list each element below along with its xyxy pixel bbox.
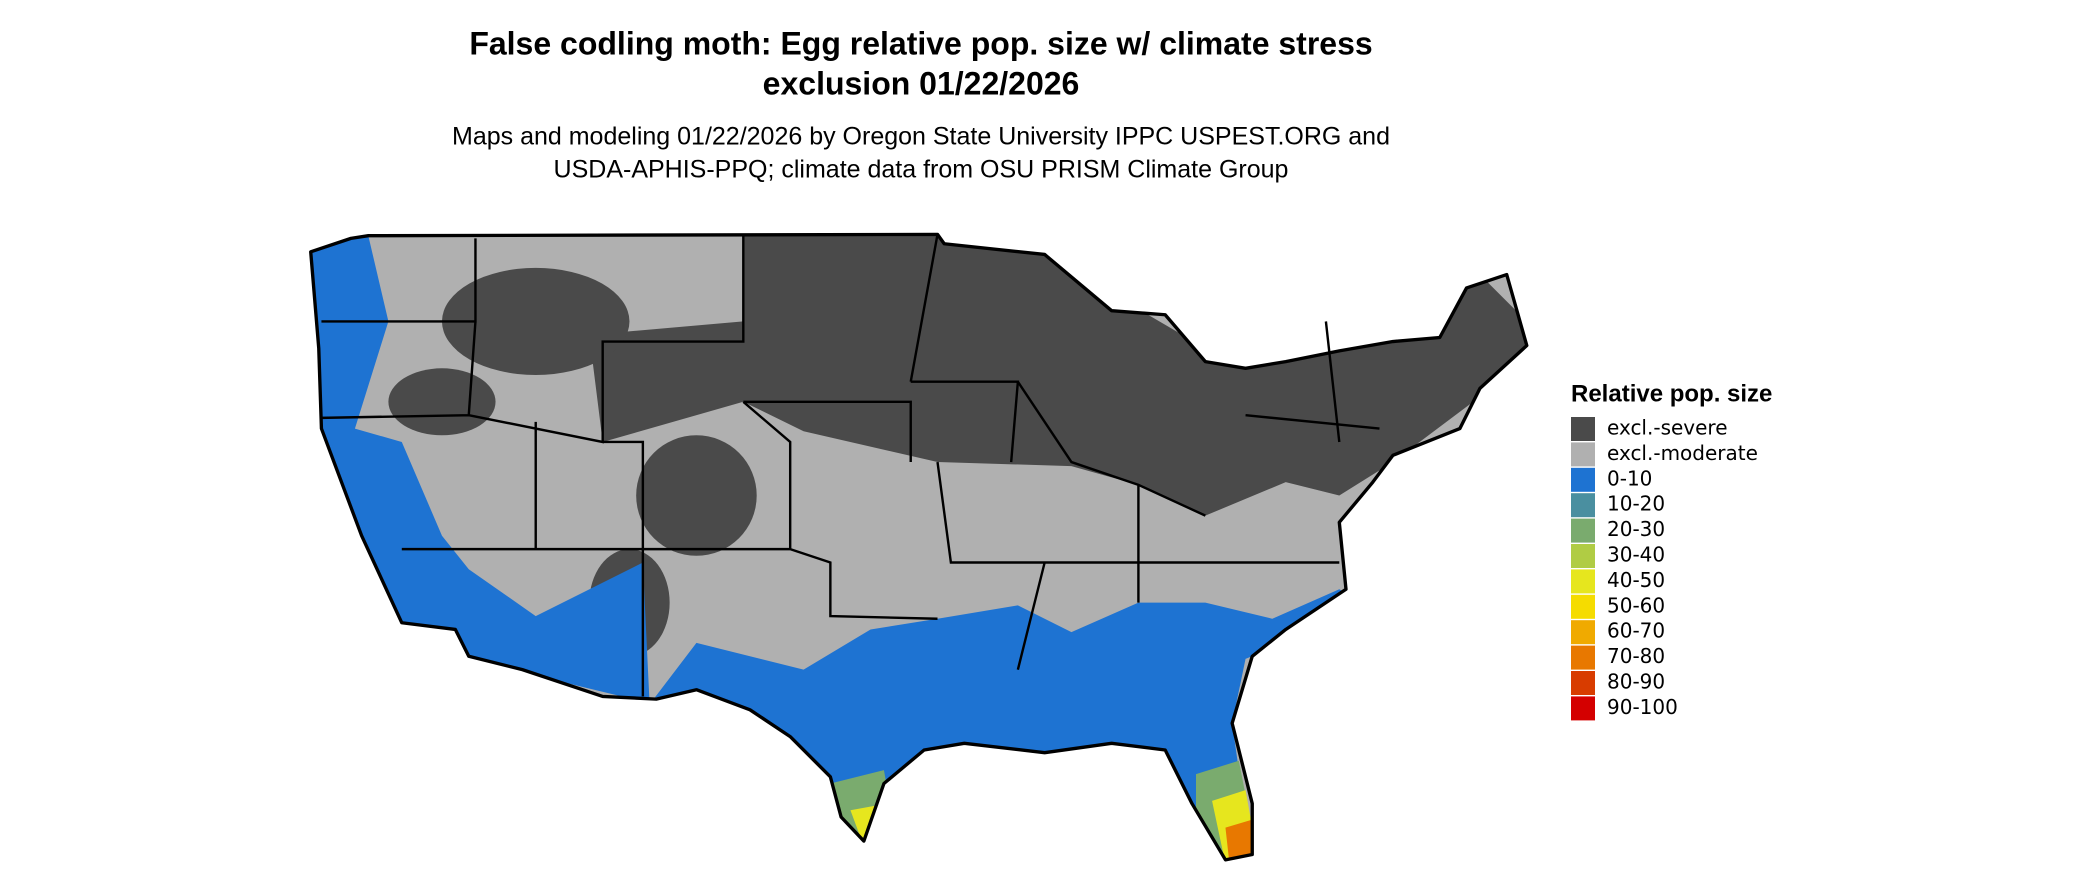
legend-swatch: [1571, 569, 1595, 594]
legend-swatch: [1571, 671, 1595, 695]
title: False codling moth: Egg relative pop. si…: [469, 25, 1372, 61]
legend-swatch: [1571, 518, 1595, 543]
legend-swatch: [1571, 620, 1595, 645]
legend-swatch: [1571, 493, 1595, 518]
region-severe: [441, 267, 630, 376]
region-severe: [388, 368, 496, 436]
state-lines: [321, 234, 1380, 697]
legend-label: 0-10: [1607, 466, 1652, 490]
legend: excl.-severeexcl.-moderate0-1010-2020-30…: [1571, 416, 1758, 721]
legend-label: excl.-severe: [1607, 416, 1728, 440]
legend-label: 60-70: [1607, 619, 1665, 643]
title: exclusion 01/22/2026: [763, 65, 1080, 101]
legend-label: 90-100: [1607, 695, 1678, 719]
legend-label: excl.-moderate: [1607, 441, 1758, 465]
legend-swatch: [1571, 544, 1595, 568]
legend-swatch: [1571, 442, 1595, 467]
region-severe: [636, 435, 757, 556]
subtitle: USDA-APHIS-PPQ; climate data from OSU PR…: [554, 156, 1289, 184]
legend-swatch: [1571, 645, 1595, 670]
border: [309, 232, 1529, 862]
legend-label: 40-50: [1607, 568, 1665, 592]
map: [309, 232, 1529, 862]
legend-label: 10-20: [1607, 492, 1665, 516]
legend-swatch: [1571, 696, 1595, 721]
legend-label: 30-40: [1607, 543, 1665, 567]
region-severe: [589, 234, 1527, 516]
legend-swatch: [1571, 467, 1595, 492]
legend-label: 20-30: [1607, 517, 1665, 541]
legend-label: 70-80: [1607, 644, 1665, 668]
legend-swatch: [1571, 417, 1595, 441]
legend-title: Relative pop. size: [1571, 380, 1772, 407]
legend-label: 80-90: [1607, 670, 1665, 694]
subtitle: Maps and modeling 01/22/2026 by Oregon S…: [452, 123, 1390, 151]
region-0-10: [310, 235, 650, 704]
legend-swatch: [1571, 594, 1595, 619]
legend-label: 50-60: [1607, 593, 1665, 617]
